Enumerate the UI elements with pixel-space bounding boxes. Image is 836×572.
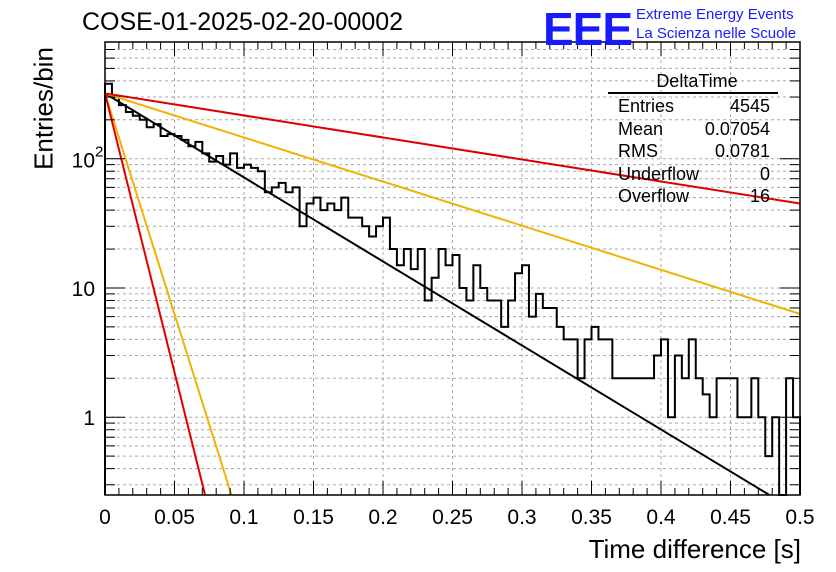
stats-value: 0.0781 [714, 141, 770, 161]
stats-label: Mean [618, 118, 664, 139]
x-tick-label: 0.25 [432, 506, 473, 529]
fit-line-3 [104, 93, 233, 496]
stats-value: 0 [759, 163, 770, 184]
logo-line-1: Extreme Energy Events [636, 6, 794, 23]
stats-row-underflow: Underflow 0 [608, 163, 778, 186]
stats-row-mean: Mean 0.07054 [608, 118, 778, 141]
y-tick-label: 10 [72, 278, 95, 301]
fit-line-2 [104, 92, 801, 315]
y-tick-label-exponent: 2 [95, 144, 103, 161]
stats-title: DeltaTime [608, 70, 778, 94]
y-axis-label: Entries/bin [28, 47, 59, 170]
stats-row-rms: RMS 0.0781 [608, 140, 778, 163]
stats-value: 0.07054 [704, 118, 770, 139]
stats-row-entries: Entries 4545 [608, 95, 778, 118]
stats-label: Overflow [618, 186, 690, 206]
fit-line-1 [104, 92, 770, 496]
y-tick-label: 1 [83, 407, 95, 430]
stats-value: 4545 [729, 96, 770, 116]
x-axis-label: Time difference [s] [588, 534, 801, 564]
stats-label: RMS [618, 141, 658, 161]
x-tick-label: 0.35 [571, 506, 612, 529]
x-tick-label: 0.5 [785, 506, 814, 529]
x-tick-label: 0.4 [646, 506, 676, 529]
eee-logo: EEE [543, 3, 633, 55]
x-tick-label: 0 [99, 506, 111, 529]
x-tick-label: 0.1 [229, 506, 258, 529]
stats-box: DeltaTime Entries 4545 Mean 0.07054 RMS 0.0… [608, 70, 778, 208]
x-tick-label: 0.3 [507, 506, 536, 529]
stats-row-overflow: Overflow 16 [608, 185, 778, 208]
stats-label: Entries [618, 96, 675, 116]
stats-label: Underflow [618, 163, 700, 184]
stats-value: 16 [749, 186, 770, 206]
logo-line-2: La Scienza nelle Scuole [636, 25, 797, 42]
x-tick-label: 0.45 [710, 506, 751, 529]
x-tick-label: 0.05 [154, 506, 195, 529]
fit-line-5 [104, 93, 207, 496]
chart-title: COSE-01-2025-02-20-00002 [82, 8, 404, 36]
fit-line-4 [104, 92, 801, 205]
x-tick-label: 0.15 [293, 506, 334, 529]
y-tick-label: 10 [72, 150, 95, 173]
histogram-series [104, 82, 801, 496]
x-tick-label: 0.2 [368, 506, 397, 529]
